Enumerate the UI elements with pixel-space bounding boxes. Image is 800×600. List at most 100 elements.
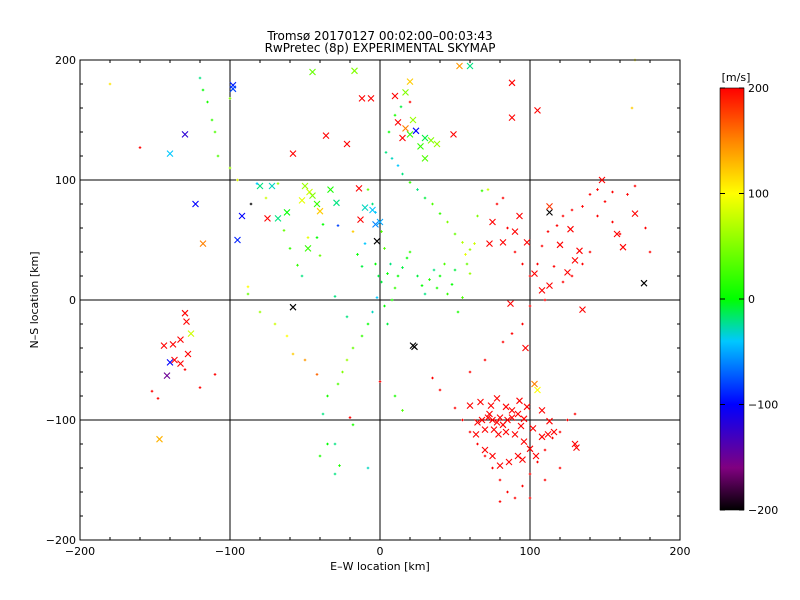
data-point-x xyxy=(567,225,574,233)
data-point-x xyxy=(238,212,246,220)
data-point-x xyxy=(573,444,580,451)
data-point-plus xyxy=(393,286,397,290)
data-point-plus xyxy=(506,226,509,230)
colorbar-tick-label: −100 xyxy=(748,399,778,412)
data-point-plus xyxy=(198,386,202,389)
data-point-plus xyxy=(396,164,400,167)
data-point-plus xyxy=(506,490,509,494)
data-point-x xyxy=(516,212,523,220)
data-point-plus xyxy=(210,118,214,122)
data-point-plus xyxy=(453,232,457,236)
data-point-x xyxy=(184,350,192,358)
data-point-plus xyxy=(513,250,517,254)
data-point-plus xyxy=(387,130,391,134)
data-point-x xyxy=(169,341,177,348)
data-point-plus xyxy=(456,310,460,314)
data-point-plus xyxy=(206,100,209,104)
data-point-x xyxy=(489,218,496,226)
data-point-x xyxy=(502,428,510,436)
data-point-plus xyxy=(423,196,427,200)
data-point-plus xyxy=(510,332,514,335)
data-point-x xyxy=(531,270,538,277)
data-point-plus xyxy=(446,292,449,296)
data-point-plus xyxy=(291,352,295,356)
data-point-plus xyxy=(341,370,344,374)
data-point-x xyxy=(450,131,457,138)
data-point-x xyxy=(192,200,199,208)
data-point-plus xyxy=(360,265,364,268)
data-point-x xyxy=(309,68,316,76)
data-point-x xyxy=(546,209,553,216)
data-point-x xyxy=(564,269,571,276)
data-point-x xyxy=(546,282,553,289)
data-point-x xyxy=(531,380,538,388)
data-point-plus xyxy=(501,340,505,344)
data-point-plus xyxy=(431,376,434,380)
data-point-plus xyxy=(315,373,319,376)
data-point-plus xyxy=(390,157,394,160)
data-point-x xyxy=(417,143,424,150)
data-point-x xyxy=(357,216,364,223)
data-point-x xyxy=(516,397,523,405)
data-point-x xyxy=(571,257,579,264)
data-point-x xyxy=(343,140,351,148)
data-point-x xyxy=(402,125,409,132)
data-point-x xyxy=(373,237,381,245)
data-point-plus xyxy=(377,274,380,278)
data-point-plus xyxy=(618,232,622,236)
data-point-x xyxy=(466,402,474,409)
data-point-plus xyxy=(465,262,469,266)
x-tick-label: −100 xyxy=(215,545,245,558)
data-point-plus xyxy=(570,208,574,212)
data-point-plus xyxy=(468,430,472,434)
data-point-plus xyxy=(246,292,250,296)
data-point-plus xyxy=(348,416,352,419)
data-point-plus xyxy=(393,113,397,117)
chart-subtitle: RwPretec (8p) EXPERIMENTAL SKYMAP xyxy=(265,41,496,55)
data-point-plus xyxy=(528,274,532,278)
data-point-x xyxy=(298,197,306,204)
data-point-plus xyxy=(183,368,187,371)
data-point-plus xyxy=(543,448,547,452)
data-point-x xyxy=(505,458,513,466)
data-point-plus xyxy=(588,193,592,196)
data-point-plus xyxy=(326,394,329,398)
data-point-plus xyxy=(648,250,652,254)
data-point-plus xyxy=(386,322,389,326)
data-point-x xyxy=(183,318,190,325)
data-point-plus xyxy=(228,166,232,170)
data-point-x xyxy=(496,414,504,421)
data-point-plus xyxy=(453,268,457,272)
data-point-plus xyxy=(374,211,377,214)
data-point-plus xyxy=(318,254,322,257)
data-point-x xyxy=(538,407,546,414)
data-point-x xyxy=(478,416,486,424)
data-point-plus xyxy=(495,202,499,206)
colorbar-label: [m/s] xyxy=(722,71,751,84)
data-point-plus xyxy=(521,484,524,488)
data-point-x xyxy=(421,134,429,142)
data-point-plus xyxy=(483,358,487,362)
data-point-plus xyxy=(390,298,394,302)
data-point-plus xyxy=(356,253,359,256)
data-point-plus xyxy=(326,442,329,446)
data-point-x xyxy=(399,134,406,142)
data-point-plus xyxy=(588,250,592,254)
data-point-plus xyxy=(611,190,614,194)
data-point-x xyxy=(508,79,516,87)
data-point-x xyxy=(367,95,375,102)
data-point-x xyxy=(534,107,541,114)
data-point-x xyxy=(640,279,648,287)
data-point-plus xyxy=(401,409,404,412)
data-point-x xyxy=(166,150,174,157)
data-point-plus xyxy=(201,88,205,92)
data-point-plus xyxy=(630,106,634,110)
data-point-plus xyxy=(633,184,637,188)
data-point-plus xyxy=(438,388,442,392)
data-point-plus xyxy=(438,212,442,215)
data-point-x xyxy=(427,137,435,144)
data-point-plus xyxy=(428,278,431,281)
x-tick-label: 100 xyxy=(520,545,541,558)
data-point-plus xyxy=(366,322,370,326)
data-point-x xyxy=(571,440,579,448)
